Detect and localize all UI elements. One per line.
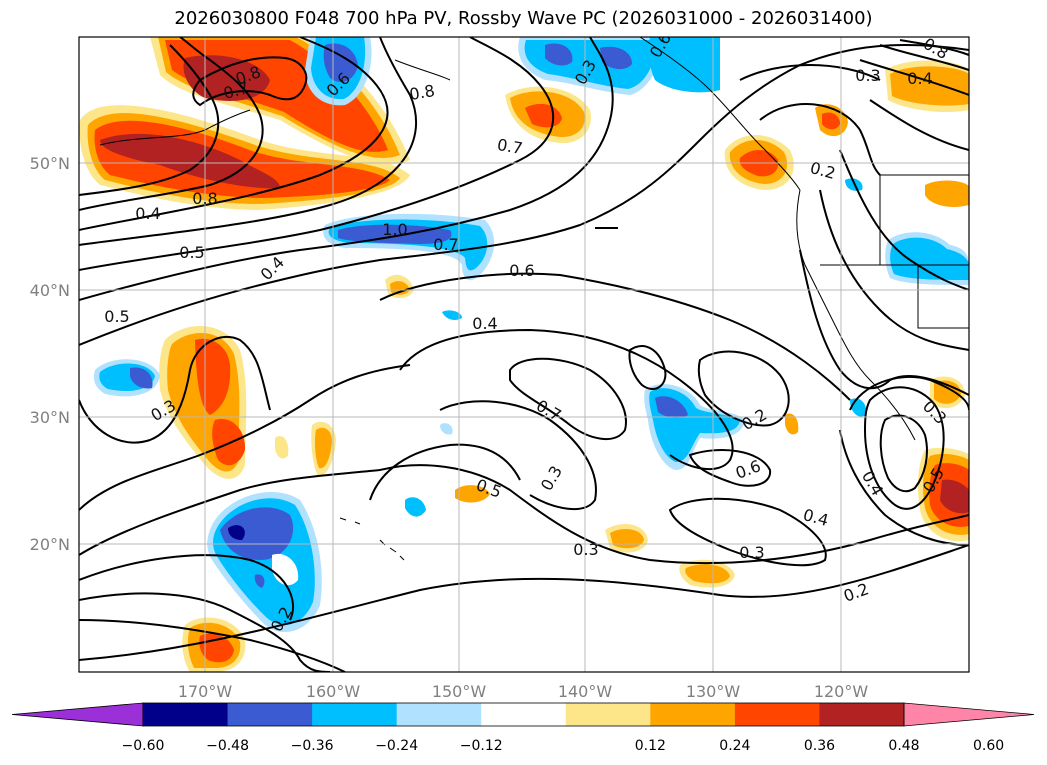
lat-tick-label: 30°N (30, 408, 70, 427)
plot-frame (78, 36, 970, 673)
longitude-axis: 170°W 160°W 150°W 140°W 130°W 120°W (178, 682, 869, 701)
colorbar-frame (142, 702, 905, 727)
colorbar-tick-label: 0.12 (635, 738, 666, 754)
colorbar-segment (819, 703, 905, 726)
colorbar-tick-label: −0.12 (460, 738, 503, 754)
contour-label: 0.7 (496, 135, 524, 158)
colorbar-tick-label: 0.48 (888, 738, 919, 754)
negative-anomaly-fills (93, 37, 969, 633)
colorbar-segment (481, 703, 567, 726)
colorbar-tick-label: −0.48 (206, 738, 249, 754)
lon-tick-label: 170°W (178, 682, 233, 701)
pv-contours (79, 37, 969, 672)
graticule (79, 37, 969, 672)
contour-label: 0.5 (104, 307, 129, 326)
contour-label: 0.6 (509, 261, 534, 280)
contour-label: 0.8 (192, 189, 217, 208)
contour-label: 0.4 (472, 314, 497, 333)
colorbar-tick-label: −0.60 (122, 738, 165, 754)
contour-label: 0.5 (179, 243, 204, 262)
colorbar-segment (396, 703, 482, 726)
colorbar-segment (565, 703, 651, 726)
contour-label: 0.3 (573, 540, 598, 559)
contour-label: 0.3 (739, 543, 764, 562)
contour-label: 0.4 (907, 69, 932, 88)
contour-label: 0.8 (408, 81, 436, 104)
contour-label: 0.7 (433, 235, 458, 254)
map-title: 2026030800 F048 700 hPa PV, Rossby Wave … (174, 8, 873, 29)
colorbar-tick-label: 0.24 (719, 738, 750, 754)
colorbar: −0.60 −0.48 −0.36 −0.24 −0.12 0.12 0.24 0.36 0.4… (11, 702, 1035, 754)
colorbar-tick-label: −0.36 (291, 738, 334, 754)
contour-label: 0.4 (135, 204, 160, 223)
lat-tick-label: 50°N (30, 154, 70, 173)
lat-tick-label: 20°N (30, 535, 70, 554)
contour-label: 1.0 (382, 220, 407, 239)
colorbar-segment (227, 703, 313, 726)
lon-tick-label: 130°W (686, 682, 741, 701)
coastlines (99, 37, 969, 561)
lon-tick-label: 160°W (306, 682, 361, 701)
lon-tick-label: 140°W (558, 682, 613, 701)
plot-area: 0.80.7 0.6 0.80.70.30.60.30.40.80.50.41.00… (79, 37, 969, 672)
colorbar-max-extension (903, 702, 1035, 727)
colorbar-min-extension (11, 702, 144, 727)
latitude-axis: 50°N 40°N 30°N 20°N (30, 154, 70, 554)
lon-tick-label: 120°W (814, 682, 869, 701)
lon-tick-label: 150°W (432, 682, 487, 701)
lat-tick-label: 40°N (30, 281, 70, 300)
colorbar-segment (650, 703, 736, 726)
colorbar-tick-label: 0.36 (804, 738, 835, 754)
contour-label: 0.3 (855, 66, 880, 85)
colorbar-segment (734, 703, 820, 726)
colorbar-segment (312, 703, 398, 726)
colorbar-tick-label: 0.60 (973, 738, 1004, 754)
colorbar-tick-label: −0.24 (375, 738, 418, 754)
colorbar-segment (143, 703, 229, 726)
